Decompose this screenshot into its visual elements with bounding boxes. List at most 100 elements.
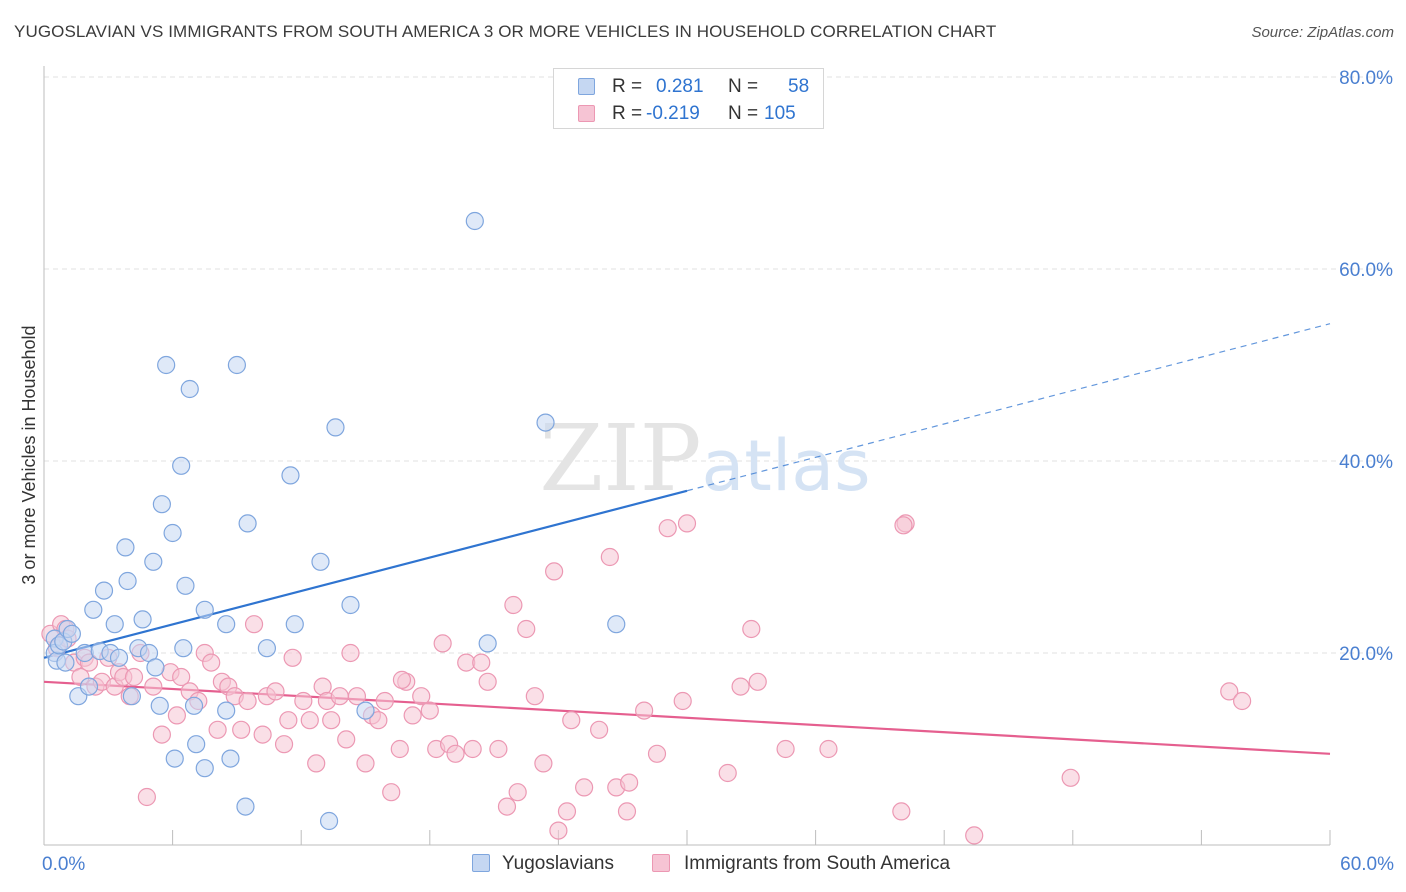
immigrant-point [731,677,750,696]
immigrant-point [420,701,439,720]
immigrant-point [283,648,302,667]
immigrant-point [279,711,298,730]
immigrant-point [504,595,523,615]
yugoslavian-point [341,595,360,615]
series-name: Yugoslavians [502,853,614,874]
immigrant-point [124,667,144,687]
yugoslavian-point [152,495,171,514]
immigrant-point [718,763,737,783]
yugoslavian-point [157,355,176,375]
bottom-legend-yugoslavians: Yugoslavians [472,852,642,876]
immigrant-point [433,634,452,653]
stats-legend: R = 0.281 N = 58 R = -0.219 N = 105 [553,68,824,129]
yugoslavian-point [146,658,165,677]
yugoslavian-point [311,552,330,571]
yugoslavian-point [94,581,114,600]
immigrant-point [294,691,313,711]
series-name: Immigrants from South America [684,853,951,874]
immigrant-point [617,802,637,821]
yugoslavian-point [221,749,240,768]
yugoslavian-point [116,538,135,557]
yugoslavian-point [163,523,182,543]
immigrant-point [202,653,221,672]
legend-row-yugoslavians: R = 0.281 N = 58 [554,74,823,100]
yugoslavian-point [478,634,497,653]
x-tick-label: 60.0% [1340,854,1394,875]
immigrant-point [347,687,367,706]
yugoslavian-point [195,759,214,778]
y-tick-label: 60.0% [1339,260,1393,281]
immigrant-point [517,619,536,639]
yugoslavian-point [133,610,152,629]
immigrant-point [337,730,356,749]
immigrant-point [497,797,517,816]
yugoslavian-point [174,639,193,658]
yugoslavian-point [607,615,626,634]
immigrant-point [575,778,594,797]
immigrant-point [232,720,251,739]
immigrant-point [369,711,388,730]
yugoslavian-point [165,749,184,768]
immigrant-point [819,739,838,759]
yugoslavian-point [122,687,141,706]
x-tick-label: 0.0% [42,854,85,875]
immigrant-point [172,667,191,687]
immigrant-point [892,802,911,821]
immigrant-point [322,711,341,730]
chart-title: YUGOSLAVIAN VS IMMIGRANTS FROM SOUTH AME… [14,22,997,41]
immigrant-point [534,754,553,773]
yugoslavian-point [84,600,103,619]
yugoslavian-point [75,643,94,663]
yugoslavian-point [536,413,555,432]
yugoslavian-point [180,379,199,399]
legend-n-label: N = [728,76,759,97]
immigrant-point [356,754,375,773]
yugoslavian-point [105,615,124,634]
immigrant-point [274,735,294,754]
yugoslavian-point [227,355,246,375]
legend-r-value: -0.219 [646,103,700,124]
immigrant-point [525,687,544,706]
yugoslavian-point [217,701,236,720]
immigrant-point [238,691,257,711]
immigrant-point [748,672,767,691]
y-tick-label: 40.0% [1339,452,1393,473]
yugoslavian-point [79,677,99,696]
immigrant-point [375,691,394,711]
immigrant-point [1220,682,1239,701]
immigrant-point [549,821,568,840]
yugoslavian-trend-line [43,489,688,659]
immigrant-point [253,725,272,744]
yugoslavian-point [217,615,236,634]
immigrant-point [307,754,326,773]
immigrant-point [412,687,431,706]
immigrant-point [658,519,677,538]
immigrant-point [244,615,264,634]
yugoslavian-point [236,797,255,816]
immigrant-point [446,744,465,763]
immigrant-point [144,677,163,696]
yugoslavian-point [257,639,277,658]
immigrant-point [647,744,667,763]
yugoslavian-point [62,624,81,643]
immigrant-point [478,672,497,691]
blue-swatch-icon [578,78,595,95]
yugoslavian-trend-extension [686,323,1331,492]
immigrant-point [300,711,319,730]
yugoslavian-point [465,211,484,231]
immigrant-point [137,787,156,807]
immigrant-point [600,547,619,567]
immigrant-point [635,701,654,720]
yugoslavian-point [150,696,169,715]
yugoslavian-point [56,653,75,672]
immigrant-point [1061,768,1080,787]
yugoslavian-point [118,571,137,591]
bottom-legend-immigrants: Immigrants from South America [652,852,982,876]
watermark: ZIPatlas [539,405,870,512]
legend-n-value: 58 [788,76,810,97]
y-tick-label: 80.0% [1339,68,1393,89]
points-layer [41,211,1252,845]
immigrant-point [620,773,639,792]
immigrant-point [489,739,508,759]
yugoslavian-point [356,701,375,720]
